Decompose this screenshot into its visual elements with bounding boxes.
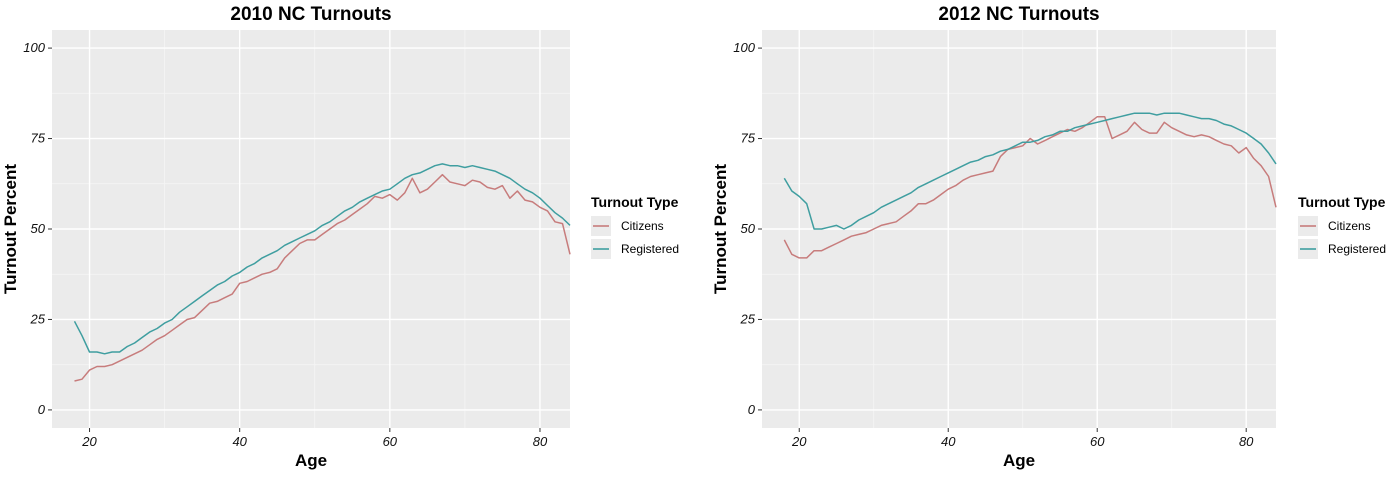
x-tick-label: 80 (1239, 434, 1254, 449)
series-line-registered (73, 163, 571, 355)
x-tick-label: 80 (533, 434, 548, 449)
legend-label-registered: Registered (621, 242, 679, 256)
chart-title: 2012 NC Turnouts (938, 4, 1099, 25)
y-tick-label: 0 (748, 402, 756, 417)
y-axis-title: Turnout Percent (711, 164, 730, 294)
x-tick-label: 20 (81, 434, 97, 449)
y-tick-label: 0 (38, 402, 46, 417)
series-line-citizens (74, 173, 571, 382)
legend-label-citizens: Citizens (621, 219, 664, 233)
y-tick-label: 25 (30, 311, 46, 326)
series-line-citizens (783, 116, 1277, 259)
x-tick-label: 60 (1090, 434, 1105, 449)
y-tick-label: 75 (31, 131, 46, 146)
legend-title: Turnout Type (591, 194, 679, 210)
legend-label-registered: Registered (1328, 242, 1386, 256)
y-tick-label: 25 (740, 311, 756, 326)
chart-2012-svg: 0 25 50 75 100 20 40 60 80 2012 NC Turnouts Age Tur… (711, 4, 1386, 470)
x-tick-label: 20 (791, 434, 807, 449)
x-tick-label: 40 (941, 434, 956, 449)
y-tick-label: 75 (741, 131, 756, 146)
x-tick-label: 60 (383, 434, 398, 449)
y-tick-label: 50 (741, 221, 756, 236)
x-tick-label: 40 (232, 434, 247, 449)
x-axis-title: Age (1003, 451, 1035, 470)
y-tick-label: 100 (733, 40, 755, 55)
y-tick-label: 100 (23, 40, 45, 55)
legend-title: Turnout Type (1298, 194, 1386, 210)
chart-title: 2010 NC Turnouts (230, 4, 391, 25)
chart-2010: 0 25 50 75 100 20 40 60 80 2010 NC Turnouts Age Tur… (1, 4, 679, 470)
series-line-registered (783, 112, 1277, 230)
chart-2012: 0 25 50 75 100 20 40 60 80 2012 NC Turnouts Age Tur… (710, 0, 1400, 485)
y-axis-title: Turnout Percent (1, 164, 20, 294)
x-axis-title: Age (295, 451, 327, 470)
legend-label-citizens: Citizens (1328, 219, 1371, 233)
y-tick-label: 50 (31, 221, 46, 236)
chart-2010-svg: 0 25 50 75 100 20 40 60 80 2010 NC Turnouts Age Tur… (1, 4, 679, 470)
